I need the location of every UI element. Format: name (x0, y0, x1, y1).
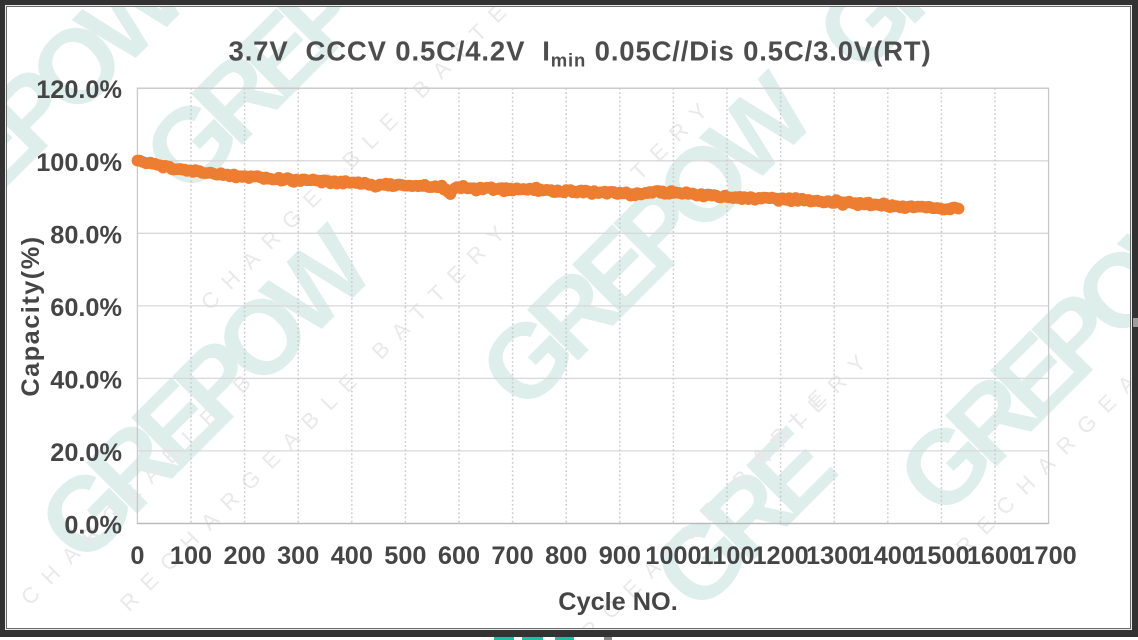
svg-text:GREPOW: GREPOW (457, 53, 835, 431)
svg-text:GREPOW: GREPOW (875, 159, 1138, 537)
svg-text:120.0%: 120.0% (36, 76, 122, 104)
svg-text:800: 800 (545, 542, 587, 570)
svg-text:1600: 1600 (967, 542, 1023, 570)
svg-text:60.0%: 60.0% (50, 294, 122, 322)
svg-text:20.0%: 20.0% (50, 439, 122, 467)
svg-text:100: 100 (170, 542, 212, 570)
svg-text:1000: 1000 (645, 542, 701, 570)
svg-text:500: 500 (384, 542, 426, 570)
svg-text:600: 600 (438, 542, 480, 570)
svg-text:Cycle NO.: Cycle NO. (558, 588, 678, 616)
svg-text:700: 700 (491, 542, 533, 570)
svg-text:1700: 1700 (1020, 542, 1076, 570)
svg-text:0: 0 (130, 542, 144, 570)
svg-text:100.0%: 100.0% (36, 149, 122, 177)
svg-text:1200: 1200 (752, 542, 808, 570)
svg-text:40.0%: 40.0% (50, 366, 122, 394)
svg-text:900: 900 (599, 542, 641, 570)
svg-text:300: 300 (277, 542, 319, 570)
svg-text:1400: 1400 (860, 542, 916, 570)
svg-text:3.7V CCCV 0.5C/4.2V Imin 0.0: 3.7V CCCV 0.5C/4.2V Imin 0.05C//Dis 0.5C… (229, 36, 932, 71)
svg-text:1100: 1100 (700, 542, 755, 570)
svg-text:1300: 1300 (806, 542, 862, 570)
svg-text:80.0%: 80.0% (50, 221, 122, 249)
svg-text:0.0%: 0.0% (64, 512, 122, 540)
svg-text:1500: 1500 (913, 542, 969, 570)
svg-text:Capacity(%): Capacity(%) (17, 235, 45, 396)
svg-text:200: 200 (223, 542, 265, 570)
svg-text:400: 400 (331, 542, 373, 570)
